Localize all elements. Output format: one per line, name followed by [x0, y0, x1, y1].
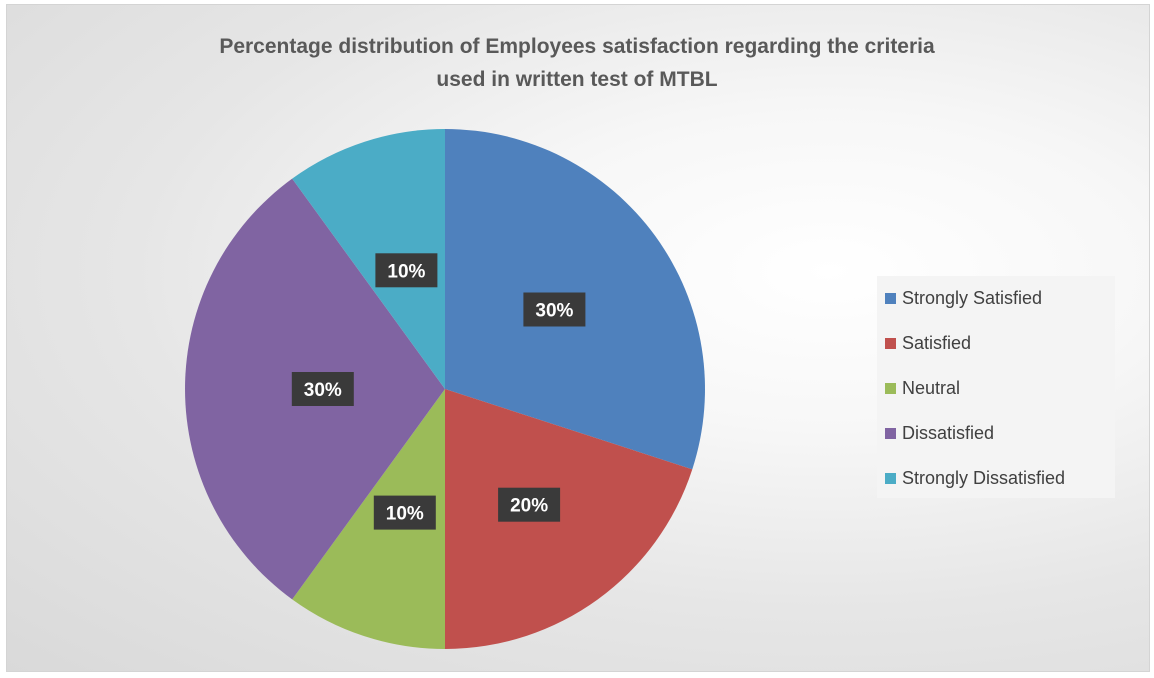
chart-title-line-1: Percentage distribution of Employees sat… — [219, 35, 935, 58]
legend-item-strongly-dissatisfied: Strongly Dissatisfied — [885, 466, 1065, 490]
legend-label: Neutral — [902, 377, 961, 398]
data-label-dissatisfied: 30% — [291, 372, 354, 406]
legend-swatch — [885, 427, 896, 439]
data-label-text: 30% — [535, 301, 573, 322]
data-label-neutral: 10% — [373, 495, 436, 530]
pie-slice-strongly-dissatisfied — [292, 129, 445, 389]
pie-slice-satisfied — [445, 389, 693, 649]
legend-label: Strongly Dissatisfied — [902, 467, 1066, 488]
data-label-box — [291, 372, 354, 406]
data-label-text: 10% — [387, 261, 425, 282]
data-label-strongly-satisfied: 30% — [523, 292, 586, 327]
legend: Strongly Satisfied Satisfied Neutral Dissat… — [877, 276, 1115, 498]
data-label-box — [375, 253, 438, 288]
data-label-text: 30% — [304, 380, 342, 401]
data-label-box — [523, 292, 586, 327]
legend-swatch — [885, 472, 896, 484]
legend-label: Strongly Satisfied — [902, 287, 1043, 308]
data-label-text: 20% — [510, 496, 548, 517]
legend-label: Satisfied — [902, 332, 972, 353]
chart-title-line-2: used in written test of MTBL — [436, 68, 718, 91]
legend-swatch — [885, 337, 896, 349]
data-label-satisfied: 20% — [498, 487, 561, 522]
legend-item-neutral: Neutral — [885, 376, 960, 400]
legend-item-dissatisfied: Dissatisfied — [885, 421, 994, 445]
data-label-strongly-dissatisfied: 10% — [375, 253, 438, 288]
data-label-text: 10% — [386, 504, 424, 525]
data-label-box — [498, 487, 561, 522]
legend-label: Dissatisfied — [902, 422, 995, 443]
pie-slice-neutral — [292, 389, 445, 649]
chart-title: Percentage distribution of Employees sat… — [0, 30, 1154, 96]
legend-item-strongly-satisfied: Strongly Satisfied — [885, 286, 1042, 310]
legend-swatch — [885, 382, 896, 394]
data-label-box — [373, 495, 436, 530]
legend-swatch — [885, 292, 896, 304]
legend-item-satisfied: Satisfied — [885, 331, 971, 355]
